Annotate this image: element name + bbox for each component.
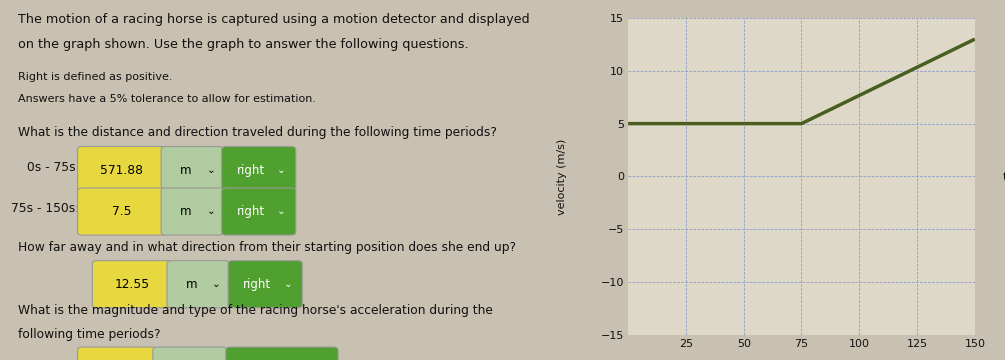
Text: ⌄: ⌄ bbox=[277, 165, 285, 175]
Text: following time periods?: following time periods? bbox=[18, 328, 160, 341]
Text: right: right bbox=[237, 205, 265, 218]
FancyBboxPatch shape bbox=[77, 347, 158, 360]
Text: 7.5: 7.5 bbox=[113, 205, 132, 218]
Text: m: m bbox=[180, 163, 192, 177]
Text: m: m bbox=[186, 278, 198, 291]
Text: right: right bbox=[237, 163, 265, 177]
Text: ⌄: ⌄ bbox=[206, 207, 215, 216]
Text: 75s - 150s:: 75s - 150s: bbox=[11, 202, 79, 215]
FancyBboxPatch shape bbox=[161, 147, 223, 194]
FancyBboxPatch shape bbox=[228, 261, 303, 308]
Text: ⌄: ⌄ bbox=[212, 279, 221, 289]
Text: Answers have a 5% tolerance to allow for estimation.: Answers have a 5% tolerance to allow for… bbox=[18, 94, 316, 104]
Text: ,: , bbox=[220, 161, 224, 174]
Text: on the graph shown. Use the graph to answer the following questions.: on the graph shown. Use the graph to ans… bbox=[18, 38, 468, 51]
FancyBboxPatch shape bbox=[222, 188, 295, 235]
FancyBboxPatch shape bbox=[92, 261, 172, 308]
Text: velocity (m/s): velocity (m/s) bbox=[557, 138, 567, 215]
FancyBboxPatch shape bbox=[161, 188, 223, 235]
Text: 0s - 75s:: 0s - 75s: bbox=[27, 161, 79, 174]
FancyBboxPatch shape bbox=[77, 188, 167, 235]
Text: 571.88: 571.88 bbox=[100, 163, 144, 177]
Text: time (s): time (s) bbox=[1003, 171, 1005, 181]
Text: 12.55: 12.55 bbox=[115, 278, 150, 291]
FancyBboxPatch shape bbox=[167, 261, 229, 308]
Text: ,: , bbox=[220, 202, 224, 215]
Text: Right is defined as positive.: Right is defined as positive. bbox=[18, 72, 172, 82]
Text: What is the magnitude and type of the racing horse's acceleration during the: What is the magnitude and type of the ra… bbox=[18, 304, 492, 317]
Text: ⌄: ⌄ bbox=[206, 165, 215, 175]
FancyBboxPatch shape bbox=[77, 147, 167, 194]
FancyBboxPatch shape bbox=[153, 347, 227, 360]
FancyBboxPatch shape bbox=[226, 347, 338, 360]
FancyBboxPatch shape bbox=[222, 147, 295, 194]
Text: The motion of a racing horse is captured using a motion detector and displayed: The motion of a racing horse is captured… bbox=[18, 13, 530, 26]
Text: ,: , bbox=[227, 275, 231, 288]
Text: ⌄: ⌄ bbox=[277, 207, 285, 216]
Text: ⌄: ⌄ bbox=[283, 279, 292, 289]
Text: right: right bbox=[243, 278, 271, 291]
Text: What is the distance and direction traveled during the following time periods?: What is the distance and direction trave… bbox=[18, 126, 496, 139]
Text: m: m bbox=[180, 205, 192, 218]
Text: How far away and in what direction from their starting position does she end up?: How far away and in what direction from … bbox=[18, 241, 516, 254]
